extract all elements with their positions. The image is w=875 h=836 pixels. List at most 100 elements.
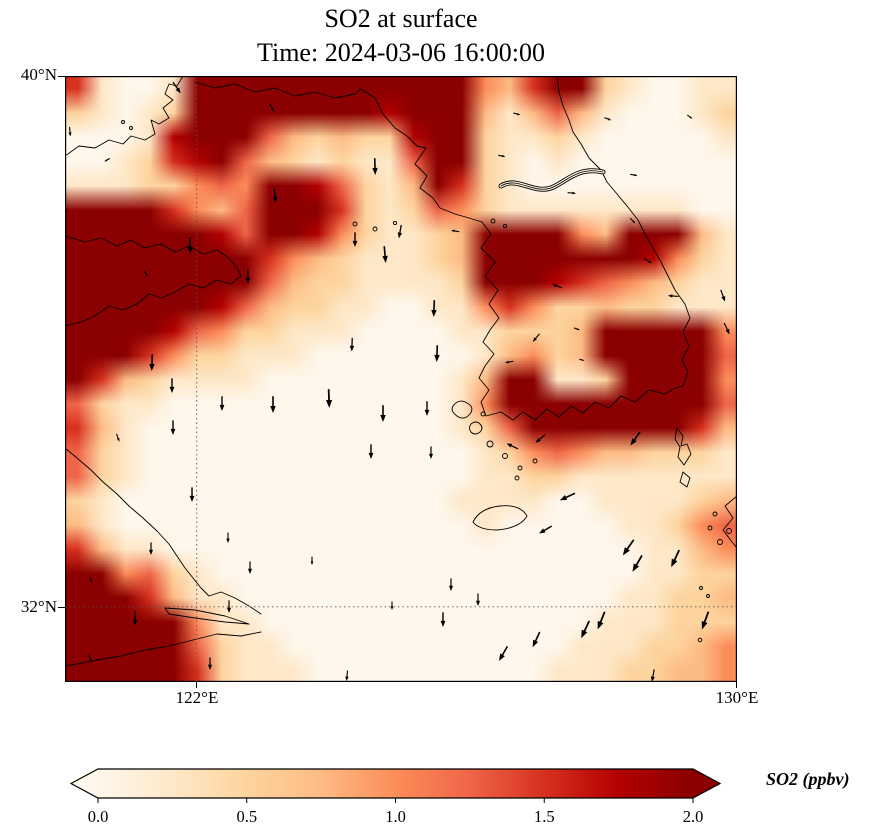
wind-arrow <box>499 645 509 661</box>
islet <box>121 120 125 124</box>
islet <box>699 586 703 590</box>
island-jeju <box>472 505 528 531</box>
wind-arrow <box>630 431 641 446</box>
colorbar-gradient <box>98 769 693 798</box>
wind-arrow <box>219 396 225 411</box>
lat-tick-label-32n: 32°N <box>20 597 57 616</box>
lat-tick-mark-32n <box>58 607 65 609</box>
wind-arrow <box>629 217 636 224</box>
colorbar-tick-label: 0.5 <box>236 807 257 826</box>
island-sw-cluster <box>469 421 483 435</box>
islet <box>392 220 398 226</box>
wind-arrow <box>382 246 388 263</box>
wind-arrow <box>431 300 437 317</box>
colorbar-label: SO2 (ppbv) <box>766 769 850 789</box>
colorbar-tick-label: 1.5 <box>534 807 555 826</box>
wind-arrow <box>581 620 590 639</box>
wind-arrow <box>559 492 576 501</box>
islet <box>517 465 523 471</box>
wind-arrow <box>170 420 176 435</box>
wind-arrow <box>579 358 585 361</box>
wind-arrow <box>89 576 93 583</box>
lon-tick-mark-122e <box>196 682 198 688</box>
wind-arrow <box>172 81 181 94</box>
wind-arrow <box>148 542 154 555</box>
islet <box>532 458 538 464</box>
wind-arrow <box>189 487 195 502</box>
lon-tick-label-122e: 122°E <box>175 688 219 707</box>
wind-arrow <box>567 191 576 195</box>
wind-arrow <box>207 657 213 670</box>
wind-arrow <box>597 611 606 630</box>
wind-arrow <box>448 578 454 591</box>
islet <box>129 126 133 130</box>
colorbar-tick-label: 1.0 <box>385 807 406 826</box>
islet <box>707 525 713 531</box>
wind-arrow <box>650 669 655 682</box>
wind-arrow <box>671 549 680 568</box>
map-overlay <box>65 76 737 682</box>
coastline-jiangsu <box>65 447 262 615</box>
colorbar-tick-label: 2.0 <box>683 807 704 826</box>
chart-subtitle-time: Time: 2024-03-06 16:00:00 <box>257 38 545 67</box>
wind-arrow <box>132 611 138 626</box>
coastline-liaodong <box>65 76 184 157</box>
islet <box>706 594 710 598</box>
wind-arrow <box>424 401 430 416</box>
islet <box>486 440 494 448</box>
wind-arrow <box>506 443 519 450</box>
wind-arrow <box>622 539 635 556</box>
wind-arrow <box>535 434 546 443</box>
island-tsushima-south <box>679 471 691 488</box>
wind-arrow <box>428 446 434 459</box>
wind-arrow <box>372 158 378 175</box>
lon-tick-mark-130e <box>736 682 738 688</box>
wind-arrow <box>532 333 540 342</box>
wind-arrow <box>701 611 710 630</box>
colorbar-tick-label: 0.0 <box>88 807 109 826</box>
wind-arrow <box>643 258 652 264</box>
wind-arrow <box>245 269 251 284</box>
islet <box>514 475 520 481</box>
border-river-center <box>500 170 604 190</box>
wind-arrow <box>349 337 355 352</box>
wind-arrow <box>668 294 679 298</box>
wind-arrow <box>269 103 274 112</box>
wind-arrow <box>513 112 521 116</box>
graticule-gridlines <box>65 76 737 682</box>
colorbar-extend-arrow <box>693 769 720 798</box>
wind-arrow <box>720 289 726 302</box>
wind-arrow <box>573 327 580 331</box>
wind-arrow <box>352 232 358 247</box>
coastline-hangzhou <box>65 631 262 667</box>
islet <box>717 539 723 545</box>
yangtze-island <box>164 607 250 625</box>
wind-arrow <box>686 114 693 119</box>
wind-arrow <box>505 360 514 364</box>
wind-arrow <box>226 600 232 613</box>
wind-arrow <box>325 389 333 408</box>
colorbar-extend-arrow <box>71 769 98 798</box>
wind-arrow <box>723 322 730 335</box>
wind-arrow <box>380 405 386 422</box>
wind-arrow <box>440 612 446 627</box>
lon-tick-label-130e: 130°E <box>715 688 759 707</box>
wind-arrow <box>247 561 253 574</box>
wind-arrow <box>149 354 155 371</box>
wind-arrow <box>270 396 276 413</box>
wind-arrow <box>434 345 440 362</box>
wind-arrow <box>345 670 349 681</box>
wind-arrow <box>368 444 374 459</box>
wind-arrow <box>115 433 120 442</box>
chart-title: SO2 at surface <box>324 4 478 33</box>
wind-arrow <box>272 188 278 203</box>
map-panel: 40°N 32°N 122°E 130°E <box>21 65 758 707</box>
wind-arrow <box>498 154 506 158</box>
islet <box>490 218 496 224</box>
islet <box>502 453 508 459</box>
wind-arrow <box>143 270 148 278</box>
islet <box>726 528 732 534</box>
coastlines <box>65 76 737 667</box>
wind-arrow <box>390 601 394 610</box>
